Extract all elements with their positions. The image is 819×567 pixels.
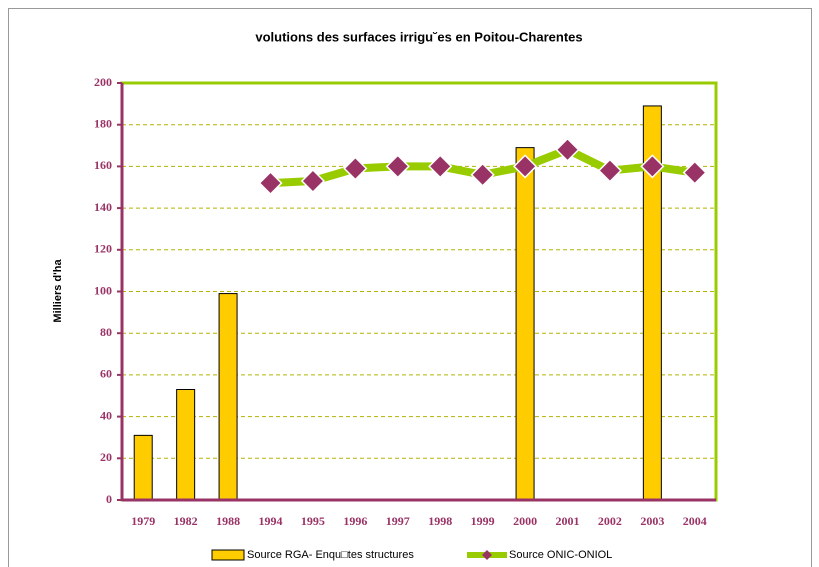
y-tick-label: 200 [94, 75, 112, 89]
chart-title: volutions des surfaces irrigu˘es en Poit… [255, 29, 582, 44]
x-tick-label: 2000 [513, 514, 537, 528]
marker [470, 162, 495, 187]
marker [258, 171, 283, 196]
marker [385, 154, 410, 179]
x-tick-label: 1982 [174, 514, 198, 528]
legend-swatch [211, 549, 245, 561]
x-tick-label: 2001 [556, 514, 580, 528]
chart-frame [8, 8, 812, 567]
y-tick-label: 140 [94, 200, 112, 214]
y-tick-label: 40 [100, 408, 112, 422]
x-tick-label: 1994 [259, 514, 283, 528]
legend-label: Source RGA- Enqu□tes structures [247, 549, 414, 561]
x-tick-label: 1998 [428, 514, 452, 528]
x-tick-label: 1999 [471, 514, 495, 528]
marker [555, 137, 580, 162]
legend-swatch [482, 550, 492, 560]
x-tick-label: 2004 [683, 514, 707, 528]
marker [300, 168, 325, 194]
marker [640, 154, 665, 179]
x-tick-label: 2003 [640, 514, 664, 528]
y-tick-label: 0 [106, 492, 112, 506]
y-tick-label: 20 [100, 450, 112, 464]
bar [515, 147, 535, 501]
marker [343, 156, 368, 181]
bar [176, 388, 196, 501]
marker [682, 160, 707, 185]
y-tick-label: 180 [94, 116, 112, 130]
marker [597, 158, 622, 183]
y-tick-label: 160 [94, 158, 112, 172]
marker [428, 154, 453, 179]
x-tick-label: 1979 [131, 514, 155, 528]
y-axis-label: Milliers d'ha [52, 259, 64, 323]
y-tick-label: 100 [94, 283, 112, 297]
x-tick-label: 1997 [386, 514, 410, 528]
y-tick-label: 60 [100, 367, 112, 381]
bar [133, 434, 153, 501]
y-tick-label: 80 [100, 325, 112, 339]
marker [513, 154, 538, 179]
x-tick-label: 2002 [598, 514, 622, 528]
bar [218, 293, 238, 501]
x-tick-label: 1995 [301, 514, 325, 528]
legend-label: Source ONIC-ONIOL [509, 549, 612, 561]
x-tick-label: 1988 [216, 514, 240, 528]
y-tick-label: 120 [94, 242, 112, 256]
x-tick-label: 1996 [343, 514, 367, 528]
